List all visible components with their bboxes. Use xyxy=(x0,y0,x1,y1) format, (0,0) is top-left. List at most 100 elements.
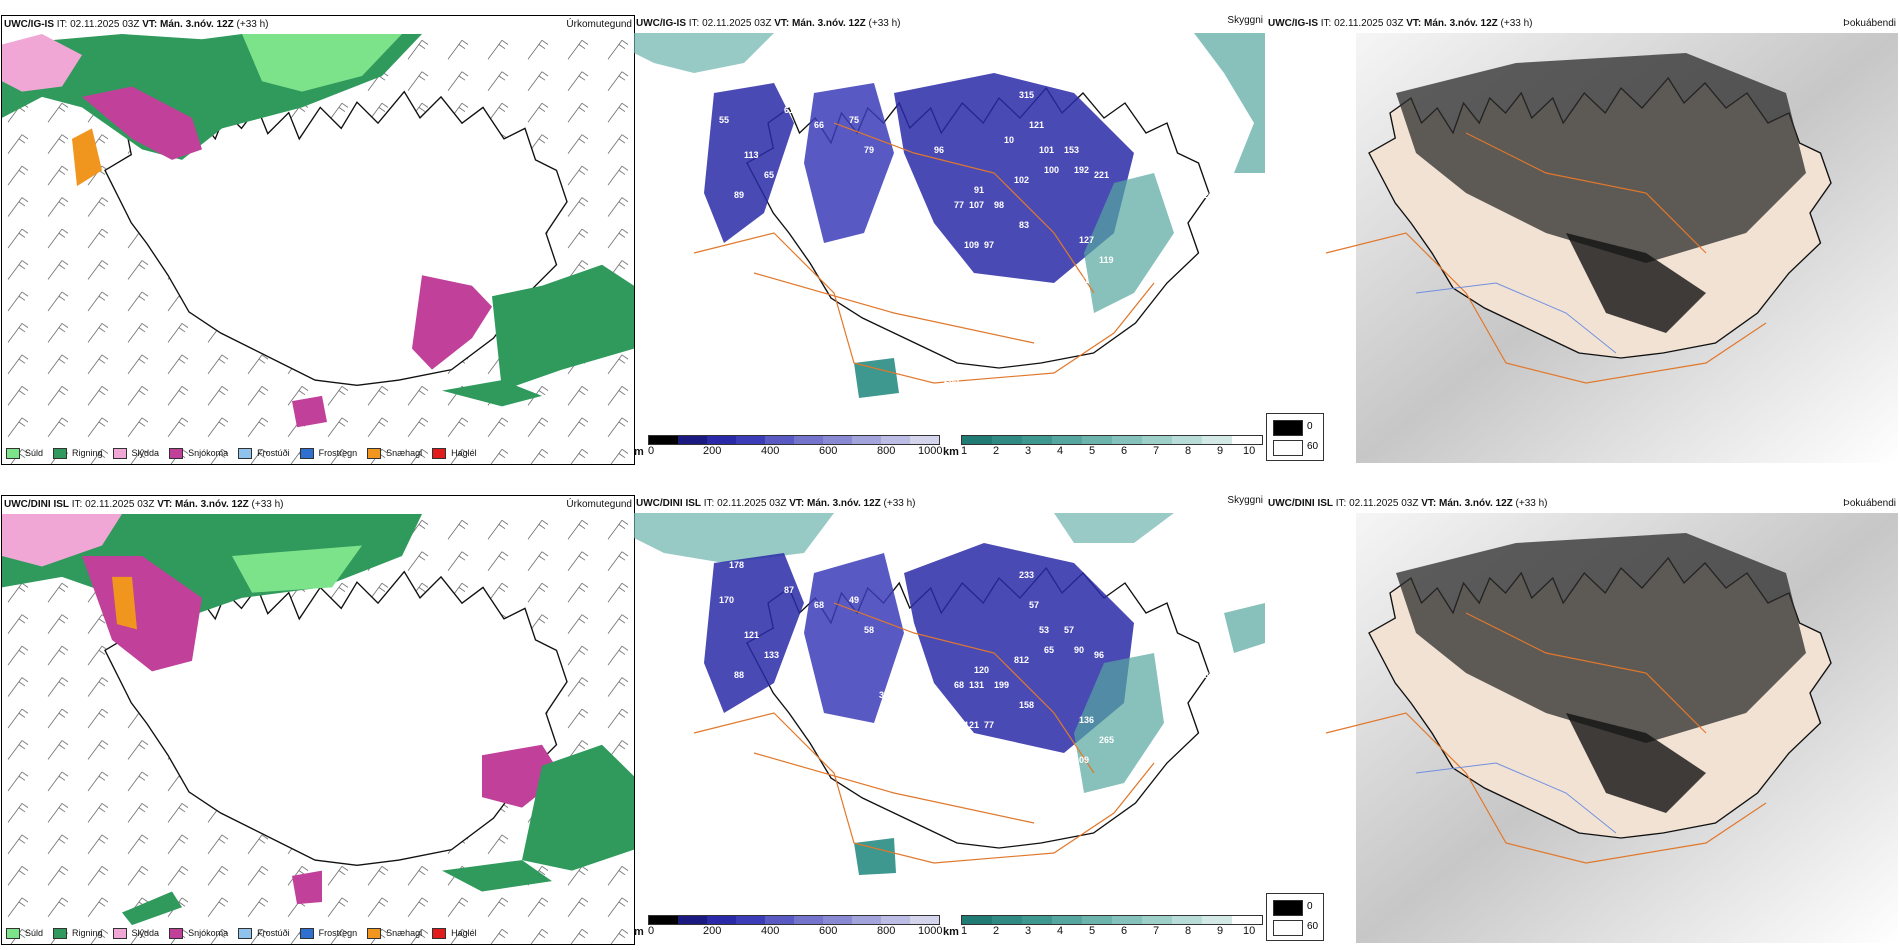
shade-legend: 0 60 xyxy=(1266,413,1324,461)
cloud-base-value: 100 xyxy=(1044,165,1059,175)
precip-map xyxy=(2,34,634,464)
cloud-base-value: 10 xyxy=(1004,135,1014,145)
visibility-colorbar: km 1 2 3 4 5 6 7 8 9 10 xyxy=(943,915,1263,938)
panel-title: Skyggni xyxy=(1227,495,1263,506)
cloud-base-value: 133 xyxy=(764,650,779,660)
cloud-base-value: 102 xyxy=(1014,175,1029,185)
cloud-visibility-panel-row2: UWC/DINI ISL IT: 02.11.2025 03Z VT: Mán.… xyxy=(634,495,1265,943)
cloud-base-value: 221 xyxy=(1094,170,1109,180)
cloud-base-value: 83 xyxy=(1019,220,1029,230)
cloud-base-value: 102 xyxy=(1074,295,1089,305)
legend-item: Rigning xyxy=(53,447,103,459)
model-name: UWC/IG-IS xyxy=(4,19,54,30)
panel-header: UWC/IG-IS IT: 02.11.2025 03Z VT: Mán. 3.… xyxy=(4,19,632,30)
cloud-base-value: 57 xyxy=(1064,625,1074,635)
legend-item: Rigning xyxy=(53,927,103,939)
cloud-base-value: 120 xyxy=(974,665,989,675)
cloud-base-value: 66 xyxy=(814,120,824,130)
legend-item: Haglél xyxy=(432,447,477,459)
cloud-base-value: 107 xyxy=(969,200,984,210)
cloud-base-value: 158 xyxy=(1019,700,1034,710)
cloud-base-value: 127 xyxy=(1079,235,1094,245)
cloud-base-value: 101 xyxy=(1039,145,1054,155)
cloud-base-value: 76 xyxy=(899,185,909,195)
cloud-base-value: 119 xyxy=(1099,255,1114,265)
cloud-base-value: 96 xyxy=(1094,650,1104,660)
cloud-base-value: 129 xyxy=(944,65,959,75)
precip-map xyxy=(2,514,634,944)
fog-map xyxy=(1266,33,1898,463)
cloud-map: 108 55 61 66 75 79 178 129 315 121 101 100 113 58 89 65… xyxy=(634,33,1265,423)
panel-header: UWC/DINI ISL IT: 02.11.2025 03Z VT: Mán.… xyxy=(636,495,1263,509)
precip-type-panel-row1: UWC/IG-IS IT: 02.11.2025 03Z VT: Mán. 3.… xyxy=(1,15,635,465)
cloud-base-value: 48 xyxy=(1174,665,1184,675)
legend-item: Snæhagl xyxy=(367,927,422,939)
model-name: UWC/DINI ISL xyxy=(4,499,69,510)
cloud-base-value: 148 xyxy=(1194,670,1209,680)
cloud-base-value: 57 xyxy=(1029,600,1039,610)
cloud-base-value: 153 xyxy=(1064,145,1079,155)
cloud-base-value: 141 xyxy=(1174,185,1189,195)
cloud-base-value: 113 xyxy=(744,150,759,160)
cloud-base-value: 170 xyxy=(719,595,734,605)
cloud-base-value: 87 xyxy=(784,585,794,595)
cloud-base-value: 178 xyxy=(729,560,744,570)
legend-item: Snæhagl xyxy=(367,447,422,459)
legend-item: Súld xyxy=(6,447,43,459)
cloud-base-value: 131 xyxy=(1054,335,1069,345)
cloud-base-value: 199 xyxy=(994,680,1009,690)
cloud-base-value: 136 xyxy=(1079,715,1094,725)
cloud-base-value: 121 xyxy=(964,720,979,730)
panel-header: UWC/DINI ISL IT: 02.11.2025 03Z VT: Mán.… xyxy=(4,499,632,510)
legend-item: Slydda xyxy=(112,447,159,459)
cloud-base-value: 142 xyxy=(1194,190,1209,200)
cloud-base-value: 119 xyxy=(879,210,894,220)
precip-legend: Súld Rigning Slydda Snjókoma Frostúði Fr… xyxy=(6,444,487,462)
legend-item: Frostúði xyxy=(238,927,290,939)
cloud-base-value: 178 xyxy=(924,50,939,60)
cloud-map: 178 170 87 68 49 58 161 103 233 57 53 65 121 90 88 133 1… xyxy=(634,513,1265,903)
precip-legend: Súld Rigning Slydda Snjókoma Frostúði Fr… xyxy=(6,924,487,942)
cloud-base-value: 109 xyxy=(1074,755,1089,765)
cloud-base-value: 90 xyxy=(694,680,704,690)
cloud-base-colorbar: m 0 200 400 600 800 1000 xyxy=(634,435,954,458)
cloud-base-value: 233 xyxy=(944,375,959,385)
cloud-base-value: 131 xyxy=(969,680,984,690)
cloud-base-value: 48 xyxy=(804,235,814,245)
cloud-base-value: 108 xyxy=(729,80,744,90)
panel-header: UWC/DINI ISL IT: 02.11.2025 03Z VT: Mán.… xyxy=(1268,498,1896,509)
legend-item: Snjókoma xyxy=(169,927,228,939)
cloud-base-value: 55 xyxy=(719,115,729,125)
legend-item: Frostúði xyxy=(238,447,290,459)
cloud-base-value: 67 xyxy=(919,210,929,220)
cloud-base-value: 77 xyxy=(984,720,994,730)
cloud-base-value: 49 xyxy=(849,595,859,605)
cloud-base-value: 83 xyxy=(899,665,909,675)
cloud-base-value: 68 xyxy=(814,600,824,610)
cloud-base-value: 233 xyxy=(1019,570,1034,580)
cloud-base-value: 53 xyxy=(1039,625,1049,635)
fog-index-panel-row2: UWC/DINI ISL IT: 02.11.2025 03Z VT: Mán.… xyxy=(1266,495,1898,943)
cloud-base-value: 65 xyxy=(764,170,774,180)
legend-item: Frostregn xyxy=(299,447,357,459)
cloud-visibility-panel-row1: UWC/IG-IS IT: 02.11.2025 03Z VT: Mán. 3.… xyxy=(634,15,1265,463)
cloud-base-value: 87 xyxy=(919,690,929,700)
cloud-base-value: 121 xyxy=(744,630,759,640)
cloud-base-value: 221 xyxy=(1074,275,1089,285)
cloud-base-value: 109 xyxy=(964,240,979,250)
legend-item: Snjókoma xyxy=(169,447,228,459)
cloud-base-value: 77 xyxy=(954,200,964,210)
precip-type-panel-row2: UWC/DINI ISL IT: 02.11.2025 03Z VT: Mán.… xyxy=(1,495,635,945)
fog-map xyxy=(1266,513,1898,943)
panel-title: Skyggni xyxy=(1227,15,1263,26)
panel-title: Þokuábendi xyxy=(1843,18,1896,29)
panel-header: UWC/IG-IS IT: 02.11.2025 03Z VT: Mán. 3.… xyxy=(636,15,1263,29)
cloud-base-value: 98 xyxy=(994,200,1004,210)
cloud-base-value: 161 xyxy=(924,530,939,540)
cloud-base-value: 68 xyxy=(954,680,964,690)
panel-title: Þokuábendi xyxy=(1843,498,1896,509)
cloud-base-value: 90 xyxy=(1074,645,1084,655)
cloud-base-value: 313 xyxy=(879,690,894,700)
cloud-base-value: 75 xyxy=(849,115,859,125)
cloud-base-value: 79 xyxy=(864,145,874,155)
